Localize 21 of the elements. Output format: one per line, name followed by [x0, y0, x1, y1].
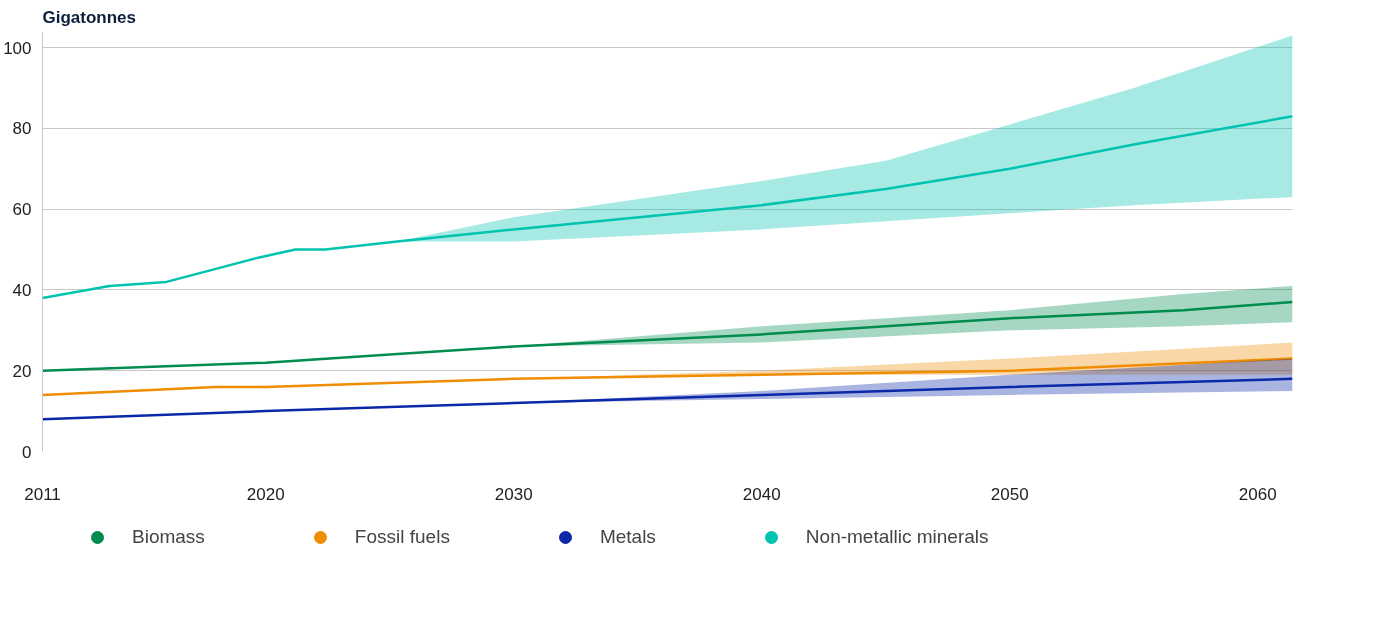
y-tick-label: 100 — [3, 38, 32, 58]
y-axis-title: Gigatonnes — [42, 7, 137, 27]
line-series — [42, 300, 1293, 372]
y-tick-label: 40 — [12, 280, 32, 300]
line-series — [42, 377, 1293, 421]
x-tick-label: 2050 — [990, 484, 1029, 504]
legend-label: Fossil fuels — [354, 526, 450, 548]
x-tick-label: 2011 — [24, 484, 61, 504]
y-tick-label: 20 — [12, 361, 32, 381]
x-tick-label: 2040 — [742, 484, 781, 504]
legend-label: Metals — [599, 526, 656, 548]
legend-label: Non-metallic minerals — [805, 526, 989, 548]
legend-label: Biomass — [132, 526, 205, 548]
y-tick-label: 60 — [12, 200, 32, 220]
x-tick-label: 2030 — [494, 484, 533, 504]
line-series — [42, 115, 1293, 300]
y-tick-label: 80 — [12, 119, 32, 139]
x-tick-label: 2060 — [1238, 484, 1277, 504]
y-tick-label: 0 — [22, 442, 32, 462]
line-series — [42, 357, 1293, 397]
x-tick-label: 2020 — [246, 484, 285, 504]
